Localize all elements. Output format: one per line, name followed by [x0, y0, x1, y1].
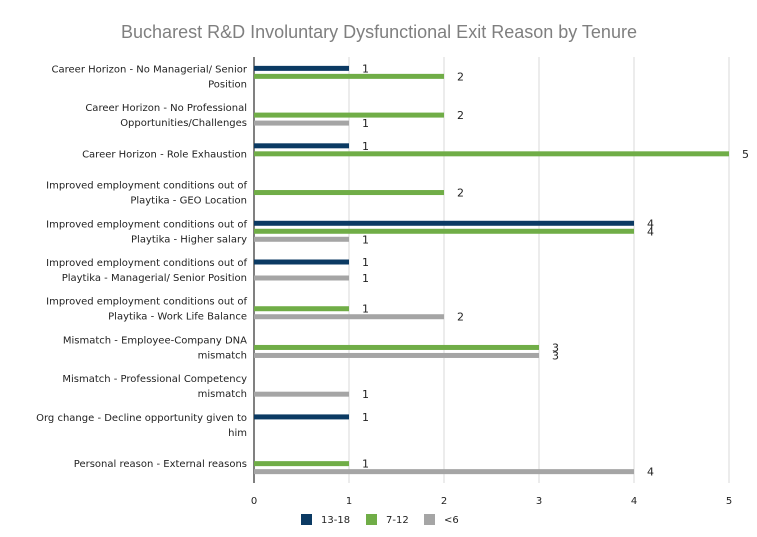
data-label: 1	[362, 117, 369, 130]
bars	[254, 65, 729, 475]
bar	[254, 236, 349, 242]
category-label: Improved employment conditions out of Pla…	[46, 219, 247, 245]
bar	[254, 314, 444, 320]
data-label: 5	[742, 148, 749, 161]
legend-swatch	[301, 514, 312, 525]
bar	[254, 112, 444, 118]
bar	[254, 275, 349, 281]
category-label: Career Horizon - No Professional Opportun…	[85, 103, 247, 129]
data-label: 1	[362, 303, 369, 316]
category-label: Mismatch - Professional Competency mismat…	[62, 374, 247, 400]
category-label: Improved employment conditions out of Pla…	[46, 258, 247, 284]
bar	[254, 143, 349, 149]
x-tick-label: 1	[346, 496, 352, 507]
data-label: 3	[552, 349, 559, 362]
bar	[254, 352, 539, 358]
category-label: Improved employment conditions out of Pla…	[46, 297, 247, 323]
data-label: 1	[362, 256, 369, 269]
category-label: Mismatch - Employee-Company DNA mismatch	[63, 335, 247, 361]
bar	[254, 259, 349, 265]
category-labels: Career Horizon - No Managerial/ Senior Po…	[36, 64, 248, 470]
data-label: 1	[362, 62, 369, 75]
bar	[254, 228, 634, 234]
grid-lines	[253, 57, 730, 483]
x-tick-label: 2	[441, 496, 447, 507]
chart-title: Bucharest R&D Involuntary Dysfunctional …	[121, 22, 637, 42]
data-label: 2	[457, 311, 464, 324]
bar	[254, 190, 444, 196]
data-label: 2	[457, 109, 464, 122]
bar	[254, 220, 634, 226]
bar	[254, 469, 634, 475]
data-label: 4	[647, 225, 654, 238]
x-tick-label: 5	[726, 496, 732, 507]
legend-label: 13-18	[321, 515, 350, 526]
data-label: 3	[552, 341, 559, 354]
bar	[254, 120, 349, 126]
data-label: 1	[362, 272, 369, 285]
data-label: 1	[362, 411, 369, 424]
data-label: 1	[362, 458, 369, 471]
data-label: 4	[647, 466, 654, 479]
legend-label: <6	[444, 515, 459, 526]
legend-swatch	[366, 514, 377, 525]
data-label: 4	[647, 217, 654, 230]
category-label: Personal reason - External reasons	[74, 459, 247, 470]
data-label: 1	[362, 388, 369, 401]
x-tick-label: 3	[536, 496, 542, 507]
bar	[254, 73, 444, 79]
bar	[254, 391, 349, 397]
x-tick-label: 4	[631, 496, 637, 507]
category-label: Career Horizon - No Managerial/ Senior Po…	[52, 64, 248, 90]
legend-label: 7-12	[386, 515, 409, 526]
x-tick-label: 0	[251, 496, 257, 507]
data-label: 1	[362, 233, 369, 246]
category-label: Org change - Decline opportunity given t…	[36, 413, 247, 439]
bar	[254, 344, 539, 350]
bar	[254, 461, 349, 467]
data-label: 1	[362, 140, 369, 153]
category-label: Improved employment conditions out of Pla…	[46, 181, 247, 207]
legend: 13-18 7-12 <6	[301, 514, 459, 526]
data-label: 2	[457, 187, 464, 200]
category-label: Career Horizon - Role Exhaustion	[82, 149, 247, 160]
legend-swatch	[424, 514, 435, 525]
data-label: 2	[457, 70, 464, 83]
bar	[254, 414, 349, 420]
x-tick-labels: 0 1 2 3 4 5	[251, 496, 732, 507]
bar	[254, 306, 349, 312]
bar	[254, 65, 349, 71]
bar	[254, 151, 729, 157]
